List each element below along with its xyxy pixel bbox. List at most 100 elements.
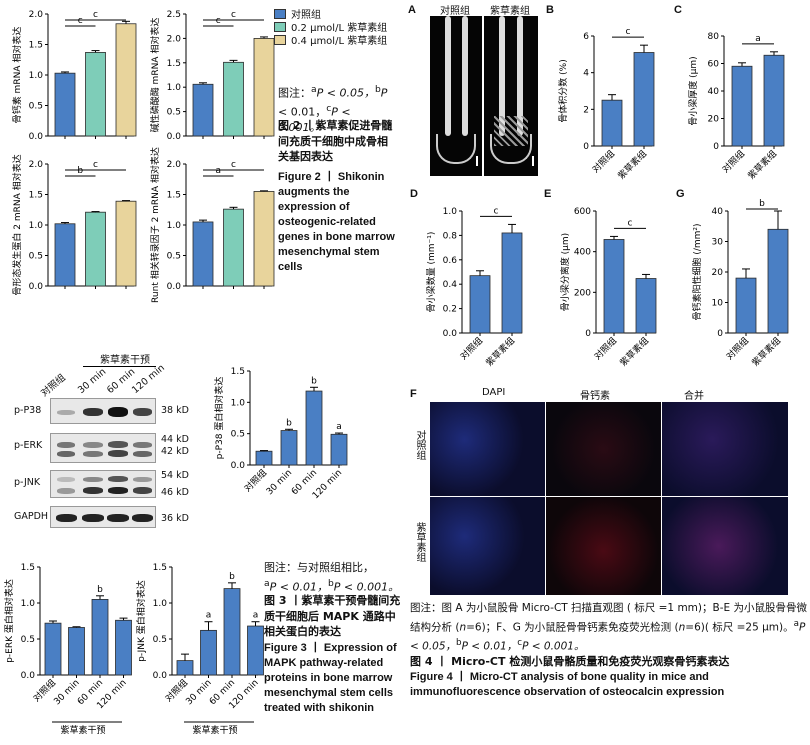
- blot-row-label: p-ERK: [14, 440, 43, 451]
- fluor-col-label: DAPI: [482, 387, 506, 398]
- bar: [255, 450, 273, 466]
- microct-image-shikonin: [484, 16, 538, 176]
- bar: [85, 211, 106, 287]
- y-tick-label: 40: [708, 87, 720, 97]
- y-tick-label: 20: [708, 115, 720, 125]
- bar: [115, 619, 132, 676]
- y-tick-label: 0.5: [167, 252, 181, 262]
- sig-bracket-label: c: [231, 10, 236, 20]
- bar: [176, 660, 194, 676]
- y-tick-label: 0.5: [167, 108, 181, 118]
- fig2-note: 图注：aP < 0.05，bP < 0.01，cP < 0.001。: [278, 84, 388, 135]
- bar: [735, 277, 757, 334]
- blot-strip-gapdh: [50, 506, 156, 528]
- x-axis-label: 紫草素干预: [60, 724, 105, 736]
- y-tick-label: 200: [574, 288, 591, 298]
- bar: [280, 430, 298, 466]
- microct-label-control: 对照组: [440, 6, 470, 17]
- y-tick-label: 0.8: [443, 231, 458, 241]
- sig-bracket-label: c: [93, 10, 98, 20]
- x-tick-label: 对照组: [592, 335, 620, 363]
- legend-label: 0.2 μmol/L 紫草素组: [291, 23, 388, 34]
- y-tick-label: 1.0: [21, 599, 36, 609]
- bar: [54, 223, 76, 287]
- y-axis-label: Runt 相关转录因子 2 mRNA 相对表达: [149, 147, 161, 303]
- chart-osteocalcin-positive-cells: 0 10 20 30 40 骨钙素阳性细胞 (/mm²) 对照组 紫草素组 b: [691, 199, 789, 369]
- y-tick-label: 2.5: [167, 10, 181, 20]
- y-tick-label: 1.5: [29, 41, 43, 51]
- sig-bracket-label: c: [216, 16, 221, 26]
- bar: [223, 61, 244, 137]
- fig4-caption-cn: 图 4 丨 Micro-CT 检测小鼠骨骼质量和免疫荧光观察骨钙素表达: [410, 655, 730, 668]
- bar: [601, 99, 623, 147]
- y-tick-label: 0.0: [167, 282, 182, 292]
- legend-label: 对照组: [291, 10, 321, 21]
- blot-row-label: GAPDH: [14, 511, 49, 522]
- sig-bracket-label: a: [215, 166, 221, 176]
- y-tick-label: 30: [712, 238, 724, 248]
- fluor-col-label: 合并: [684, 391, 704, 402]
- panel-letter-a: A: [408, 4, 416, 16]
- sig-label: a: [253, 611, 259, 621]
- y-tick-label: 0.2: [443, 305, 457, 315]
- bar: [763, 54, 785, 147]
- sig-label: a: [206, 611, 212, 621]
- sig-bracket-label: c: [93, 160, 98, 170]
- x-tick-label: 对照组: [590, 148, 618, 176]
- chart-bmp2-mrna: 0.0 0.5 1.0 1.5 2.0 骨形态发生蛋白 2 mRNA 相对表达 bc: [11, 154, 137, 296]
- bar: [767, 228, 789, 334]
- fluor-image-shikonin-dapi: [430, 497, 545, 595]
- blot-lane-label: 30 min: [75, 366, 109, 396]
- y-tick-label: 1.5: [29, 191, 43, 201]
- y-tick-label: 0.0: [153, 671, 168, 681]
- fluor-image-shikonin-osteocalcin: [546, 497, 661, 595]
- sig-bracket-label: b: [77, 166, 83, 176]
- y-tick-label: 0.5: [29, 252, 43, 262]
- x-tick-label: 对照组: [720, 148, 748, 176]
- sig-label: b: [229, 572, 235, 582]
- y-tick-label: 2.0: [29, 160, 44, 170]
- x-tick-label: 30 min: [265, 468, 294, 497]
- y-tick-label: 1.5: [167, 191, 181, 201]
- y-tick-label: 2: [583, 105, 589, 115]
- y-tick-label: 1.5: [231, 367, 245, 377]
- y-tick-label: 0.5: [153, 635, 167, 645]
- legend-swatch: [274, 8, 286, 19]
- y-tick-label: 2.0: [167, 34, 182, 44]
- bar: [223, 588, 241, 676]
- y-tick-label: 0.0: [21, 671, 36, 681]
- x-axis-label: 紫草素干预: [192, 724, 237, 736]
- bar: [635, 278, 657, 334]
- legend-item-low-dose: 0.2 μmol/L 紫草素组: [274, 19, 387, 34]
- bar: [200, 629, 217, 676]
- bar: [192, 221, 214, 287]
- chart-trabecular-thickness: 0 20 40 60 80 骨小梁厚度 (μm) 对照组 紫草素组 a: [687, 32, 785, 182]
- blot-lane-label: 对照组: [38, 372, 68, 399]
- y-axis-label: 骨小梁厚度 (μm): [687, 56, 699, 125]
- y-tick-label: 2.0: [167, 160, 182, 170]
- y-tick-label: 0.0: [443, 329, 458, 339]
- x-tick-label: 对照组: [724, 335, 752, 363]
- sig-bracket-label: c: [78, 16, 83, 26]
- microct-image-control: [430, 16, 482, 176]
- bar: [115, 23, 137, 137]
- y-axis-label: 骨形态发生蛋白 2 mRNA 相对表达: [11, 154, 23, 295]
- legend-swatch: [274, 34, 286, 45]
- sig-bracket-label: c: [494, 206, 499, 216]
- bar: [85, 52, 106, 137]
- legend-swatch: [274, 21, 286, 32]
- fig3-caption-en: Figure 3 丨 Expression of MAPK pathway-re…: [264, 642, 397, 714]
- x-tick-label: 紫草素组: [483, 335, 517, 369]
- y-axis-label: 骨体积分数 (%): [557, 59, 569, 122]
- fig3-caption-cn: 图 3 丨紫草素干预骨髓间充质干细胞后 MAPK 通路中相关蛋白的表达: [264, 594, 401, 638]
- y-tick-label: 0.4: [443, 280, 458, 290]
- bar: [115, 200, 137, 287]
- sig-label: b: [286, 418, 292, 428]
- blot-row-label: p-P38: [14, 405, 42, 416]
- fig4-caption-en-2: immunofluorescence observation of osteoc…: [410, 686, 725, 698]
- bar: [54, 72, 76, 137]
- y-tick-label: 1.0: [29, 221, 44, 231]
- legend-item-high-dose: 0.4 μmol/L 紫草素组: [274, 32, 387, 47]
- y-tick-label: 0: [713, 142, 719, 152]
